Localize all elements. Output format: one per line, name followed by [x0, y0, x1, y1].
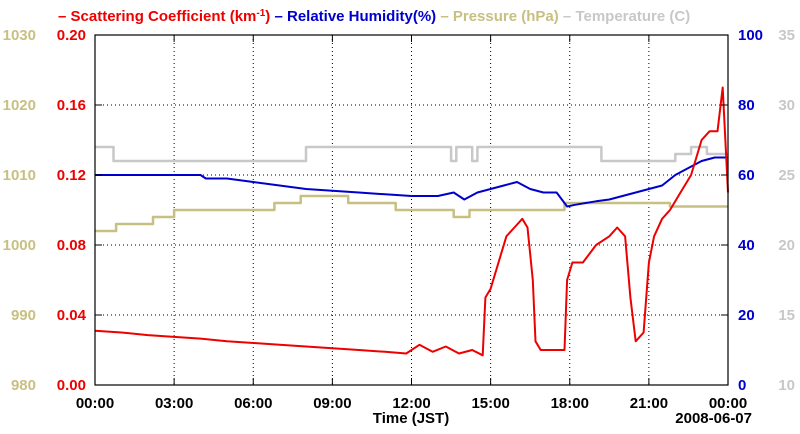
humidity-tick-label: 80	[738, 97, 755, 114]
x-tick-label: 18:00	[551, 395, 589, 412]
legend-entry: Temperature (C)	[575, 8, 690, 25]
temperature-tick-label: 10	[778, 377, 795, 394]
x-axis-label: Time (JST)	[373, 410, 449, 427]
series-temperature	[95, 147, 728, 161]
legend-marker: –	[559, 8, 576, 25]
legend-entry: Scattering Coefficient (km	[71, 8, 257, 25]
scattering-tick-label: 0.04	[57, 307, 87, 324]
humidity-tick-label: 20	[738, 307, 755, 324]
scattering-tick-label: 0.08	[57, 237, 86, 254]
legend-marker: –	[436, 8, 453, 25]
legend-marker: –	[58, 8, 71, 25]
legend-entry: Pressure (hPa)	[453, 8, 559, 25]
scattering-tick-label: 0.20	[57, 27, 86, 44]
humidity-tick-label: 0	[738, 377, 746, 394]
series-pressure	[95, 196, 728, 231]
legend: – Scattering Coefficient (km-1) – Relati…	[58, 8, 690, 26]
chart: – Scattering Coefficient (km-1) – Relati…	[0, 0, 800, 434]
pressure-tick-label: 990	[11, 307, 36, 324]
x-tick-label: 00:00	[76, 395, 114, 412]
temperature-tick-label: 15	[778, 307, 795, 324]
temperature-tick-label: 35	[778, 27, 795, 44]
pressure-tick-label: 980	[11, 377, 36, 394]
temperature-tick-label: 20	[778, 237, 795, 254]
date-label: 2008-06-07	[675, 410, 752, 427]
axes: 00:00 03:00 06:00 09:00 12:00 15:00 18:00 21:00…	[3, 27, 795, 412]
pressure-tick-label: 1020	[3, 97, 36, 114]
temperature-tick-label: 25	[778, 167, 795, 184]
x-tick-label: 15:00	[471, 395, 509, 412]
temperature-tick-label: 30	[778, 97, 795, 114]
pressure-tick-label: 1030	[3, 27, 36, 44]
humidity-tick-label: 60	[738, 167, 755, 184]
pressure-tick-label: 1000	[3, 237, 36, 254]
legend-text: – Scattering Coefficient (km-1) – Relati…	[58, 8, 690, 26]
legend-entry: Relative Humidity(%)	[287, 8, 436, 25]
scattering-tick-label: 0.12	[57, 167, 86, 184]
x-tick-label: 06:00	[234, 395, 272, 412]
pressure-tick-label: 1010	[3, 167, 36, 184]
scattering-tick-label: 0.00	[57, 377, 86, 394]
scattering-tick-label: 0.16	[57, 97, 86, 114]
legend-marker: –	[270, 8, 287, 25]
x-tick-label: 03:00	[155, 395, 193, 412]
humidity-tick-label: 40	[738, 237, 755, 254]
humidity-tick-label: 100	[738, 27, 763, 44]
x-tick-label: 21:00	[630, 395, 668, 412]
x-tick-label: 09:00	[313, 395, 351, 412]
